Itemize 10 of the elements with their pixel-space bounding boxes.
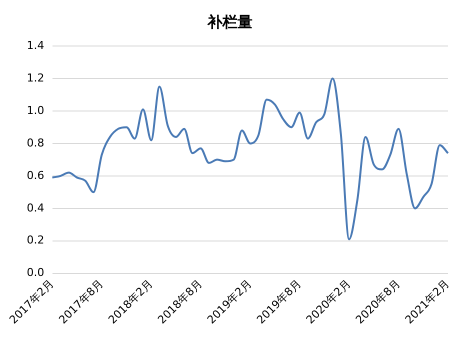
chart-title: 补栏量 xyxy=(206,12,252,31)
y-tick-label: 1.2 xyxy=(26,71,44,84)
y-tick-label: 0.2 xyxy=(26,234,44,247)
y-tick-label: 1.0 xyxy=(26,104,44,117)
y-tick-label: 0.8 xyxy=(26,136,44,150)
y-tick-label: 0.6 xyxy=(26,168,44,182)
y-tick-label: 0.4 xyxy=(26,201,44,214)
y-tick-label: 0.0 xyxy=(26,266,44,280)
y-tick-label: 1.4 xyxy=(26,38,44,52)
line-series xyxy=(51,77,449,240)
